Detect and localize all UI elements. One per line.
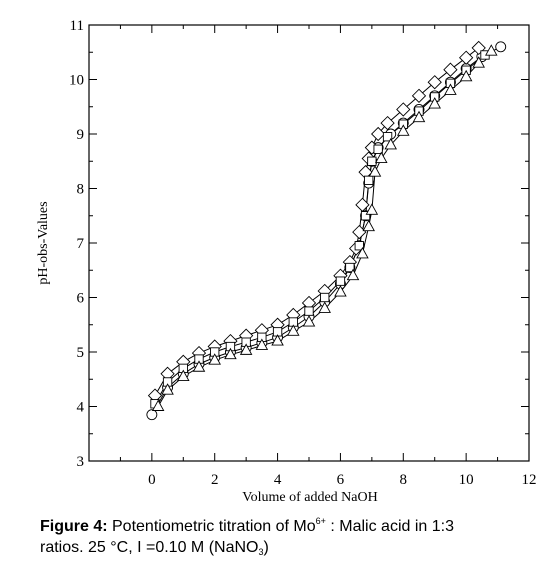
series-4-point [368,165,382,177]
series-4-point [362,219,375,232]
y-tick-label: 4 [77,400,85,416]
y-tick-label: 5 [77,345,85,361]
series-1-point [146,409,158,421]
series-3-point [345,262,355,273]
data-markers [146,40,507,421]
x-tick-label: 2 [211,472,219,488]
series-3-point [354,241,364,251]
series-4-point [346,268,360,281]
caption-subscript: 3 [258,547,264,557]
series-3-point [367,156,377,166]
y-tick-label: 11 [70,18,84,34]
series-4-point [365,203,379,215]
x-tick-label: 10 [459,472,474,488]
x-tick-label: 4 [274,472,282,488]
caption-text-2: : Malic acid in 1:3 [325,518,454,535]
y-tick-label: 10 [69,73,84,89]
series-4-point [397,124,410,136]
series-2-point [396,102,411,117]
series-1-line [151,46,501,415]
axes: 0 2 4 6 8 10 12 3 4 5 6 7 8 9 10 11 [69,18,537,488]
figure-caption: Figure 4: Potentiometric titration of Mo… [40,516,555,558]
series-4-point [318,301,331,313]
series-1-point [495,41,507,53]
series-3-point [360,211,371,221]
series-4-line [157,50,492,407]
series-2-point [443,62,458,77]
series-3-point [364,175,374,185]
series-4-point [192,360,206,372]
y-tick-label: 9 [77,127,85,143]
series-3-point [373,144,383,154]
series-4-point [334,285,347,297]
series-4-point [239,343,253,355]
series-4-point [151,399,165,411]
x-tick-label: 6 [337,472,345,488]
series-4-point [356,246,369,259]
series-2-line [154,47,480,396]
series-2-point [380,115,395,131]
series-2-point [459,50,474,65]
series-4-point [472,56,485,68]
series-4-point [444,83,457,95]
series-3-point [304,306,314,316]
caption-text-1: Potentiometric titration of Mo [107,518,316,535]
series-4-point [412,110,426,123]
series-4-point [287,324,300,336]
caption-text-3: ratios. 25 °C, I =0.10 M (NaNO [40,539,259,556]
titration-chart: 0 2 4 6 8 10 12 3 4 5 6 7 8 9 10 11 Volume of added NaO… [36,18,537,505]
series-4-point [375,151,388,163]
series-4-point [208,353,221,365]
caption-text-4: ) [263,539,269,556]
series-2-point [371,126,386,142]
x-tick-label: 0 [148,472,156,488]
series-4-point [485,44,498,56]
series-4-point [384,137,397,150]
x-axis-title: Volume of added NaOH [242,490,377,505]
y-axis-title: pH-obs-Values [36,201,51,284]
y-tick-label: 3 [77,454,85,470]
series-2-point [411,88,427,103]
series-4-point [161,383,174,395]
y-tick-label: 7 [77,236,85,252]
series-3-point [320,292,330,303]
y-tick-label: 8 [77,182,85,198]
series-4-point [177,369,190,381]
x-tick-label: 12 [522,472,537,488]
series-3-point [382,132,393,142]
series-2-point [427,75,442,90]
series-4-point [224,347,237,360]
series-4-point [428,97,441,109]
series-4-point [271,334,284,346]
series-4-point [255,338,269,350]
x-tick-label: 8 [400,472,408,488]
series-4-point [459,69,473,82]
series-3-point [335,276,346,286]
caption-superscript: 6+ [315,516,326,526]
series-4-point [302,315,316,327]
y-tick-label: 6 [77,291,85,307]
series-2-point [352,224,367,240]
caption-label: Figure 4: [40,518,108,535]
